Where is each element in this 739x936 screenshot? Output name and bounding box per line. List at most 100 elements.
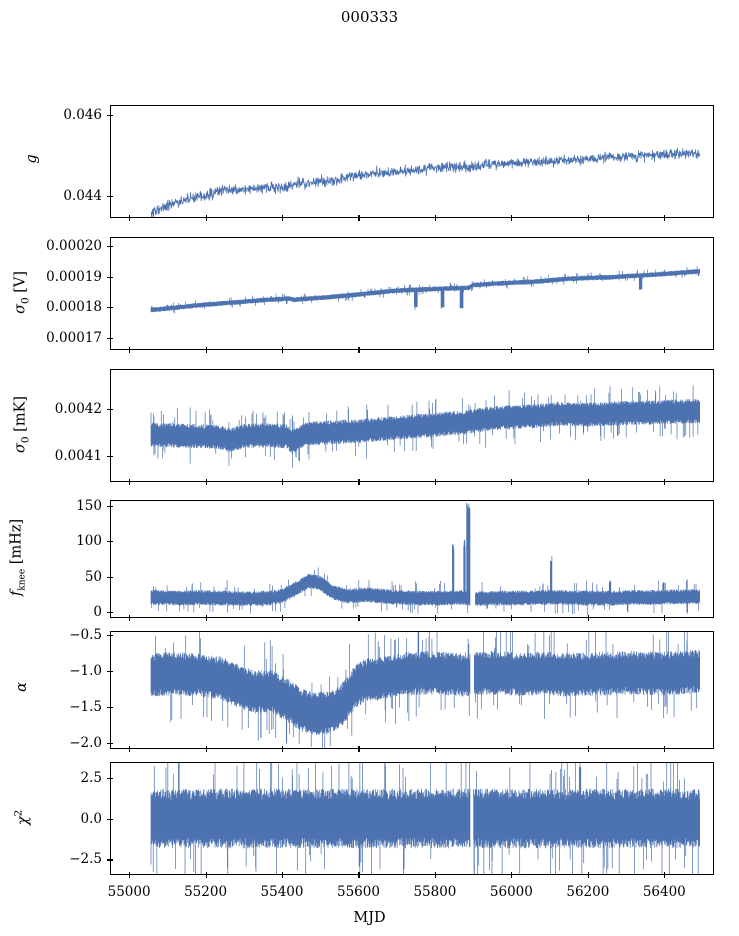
y-tick-mark bbox=[106, 742, 113, 744]
x-tick-mark bbox=[205, 347, 207, 353]
y-tick-label: 0.00020 bbox=[46, 238, 102, 255]
x-tick-label: 55000 bbox=[107, 884, 151, 900]
y-tick-label: 0.00019 bbox=[46, 268, 102, 285]
y-tick-mark bbox=[106, 505, 113, 507]
x-tick-mark bbox=[358, 872, 360, 878]
x-tick-mark bbox=[282, 347, 284, 353]
x-tick-mark bbox=[205, 215, 207, 221]
x-tick-mark bbox=[358, 479, 360, 485]
trace-alpha bbox=[150, 632, 701, 748]
x-tick-mark bbox=[358, 215, 360, 221]
y-tick-label: 0.046 bbox=[63, 107, 102, 124]
x-tick-mark bbox=[511, 479, 513, 485]
y-tick-mark bbox=[106, 276, 113, 278]
x-tick-mark bbox=[511, 872, 513, 878]
x-tick-mark bbox=[129, 746, 131, 752]
x-tick-mark bbox=[511, 215, 513, 221]
x-tick-label: 55600 bbox=[336, 884, 380, 900]
y-tick-mark bbox=[106, 706, 113, 708]
y-tick-mark bbox=[106, 777, 113, 779]
y-tick-mark bbox=[106, 337, 113, 339]
y-tick-mark bbox=[106, 541, 113, 543]
x-tick-mark bbox=[587, 347, 589, 353]
x-tick-label: 56200 bbox=[566, 884, 610, 900]
plot-panel-sigma0_mk bbox=[110, 369, 714, 482]
y-tick-label: 150 bbox=[76, 497, 102, 514]
x-tick-mark bbox=[358, 615, 360, 621]
y-tick-label: 0.044 bbox=[63, 187, 102, 204]
x-tick-mark bbox=[587, 479, 589, 485]
x-tick-mark bbox=[282, 615, 284, 621]
plot-panel-chi2 bbox=[110, 762, 714, 875]
x-tick-mark bbox=[434, 615, 437, 621]
x-tick-mark bbox=[434, 872, 437, 878]
y-axis-label-gain: g bbox=[24, 153, 40, 164]
y-tick-label: 0.0042 bbox=[54, 401, 102, 418]
y-axis-label-sigma0_volt: σ0 [V] bbox=[12, 270, 32, 314]
x-tick-mark bbox=[664, 615, 666, 621]
x-tick-label: 56400 bbox=[642, 884, 686, 900]
y-tick-mark bbox=[106, 818, 113, 820]
y-tick-mark bbox=[106, 635, 113, 637]
y-tick-mark bbox=[106, 307, 113, 309]
y-tick-label: 0.0 bbox=[80, 810, 102, 827]
y-tick-label: 100 bbox=[76, 533, 102, 550]
x-tick-mark bbox=[587, 746, 589, 752]
trace-sigma0_volt bbox=[150, 266, 701, 314]
x-tick-mark bbox=[511, 746, 513, 752]
y-axis-label-alpha: α bbox=[14, 682, 30, 692]
x-axis-label: MJD bbox=[353, 910, 386, 926]
y-tick-mark bbox=[106, 115, 113, 117]
x-tick-label: 56000 bbox=[489, 884, 533, 900]
y-tick-label: −2.0 bbox=[69, 734, 102, 751]
x-tick-mark bbox=[434, 479, 437, 485]
trace-sigma0_mk bbox=[150, 385, 701, 468]
y-axis-label-chi2: χ2 bbox=[12, 809, 32, 825]
x-tick-mark bbox=[282, 746, 284, 752]
y-tick-mark bbox=[106, 409, 113, 411]
x-tick-mark bbox=[205, 615, 207, 621]
y-axis-label-sigma0_mk: σ0 [mK] bbox=[12, 395, 32, 453]
x-tick-label: 55800 bbox=[413, 884, 457, 900]
x-tick-mark bbox=[358, 347, 360, 353]
x-tick-mark bbox=[129, 347, 131, 353]
y-tick-label: 0.0041 bbox=[54, 448, 102, 465]
x-tick-mark bbox=[282, 479, 284, 485]
x-tick-mark bbox=[664, 746, 666, 752]
x-tick-mark bbox=[282, 872, 284, 878]
y-tick-label: 2.5 bbox=[80, 769, 102, 786]
x-tick-mark bbox=[434, 215, 437, 221]
trace-f_knee bbox=[150, 502, 701, 616]
x-tick-mark bbox=[129, 215, 131, 221]
trace-gain bbox=[150, 147, 701, 217]
x-tick-mark bbox=[434, 347, 437, 353]
x-tick-mark bbox=[664, 215, 666, 221]
plot-panel-f_knee bbox=[110, 500, 714, 618]
y-tick-mark bbox=[106, 576, 113, 578]
x-tick-mark bbox=[511, 347, 513, 353]
y-tick-label: 0 bbox=[93, 604, 102, 621]
x-tick-mark bbox=[664, 479, 666, 485]
y-tick-label: 0.00018 bbox=[46, 299, 102, 316]
x-tick-mark bbox=[129, 872, 131, 878]
y-tick-label: −0.5 bbox=[69, 627, 102, 644]
x-tick-mark bbox=[664, 347, 666, 353]
x-tick-mark bbox=[205, 479, 207, 485]
x-tick-mark bbox=[129, 615, 131, 621]
plot-panel-alpha bbox=[110, 631, 714, 749]
y-tick-label: −2.5 bbox=[69, 851, 102, 868]
y-tick-label: 50 bbox=[84, 568, 102, 585]
plot-panel-sigma0_volt bbox=[110, 237, 714, 350]
y-tick-mark bbox=[106, 612, 113, 614]
x-tick-mark bbox=[282, 215, 284, 221]
y-axis-label-f_knee: fknee [mHz] bbox=[8, 518, 28, 597]
y-tick-label: −1.0 bbox=[69, 663, 102, 680]
x-tick-mark bbox=[434, 746, 437, 752]
x-tick-mark bbox=[205, 746, 207, 752]
x-tick-mark bbox=[205, 872, 207, 878]
y-tick-mark bbox=[106, 671, 113, 673]
x-tick-mark bbox=[358, 746, 360, 752]
y-tick-mark bbox=[106, 246, 113, 248]
y-tick-mark bbox=[106, 195, 113, 197]
